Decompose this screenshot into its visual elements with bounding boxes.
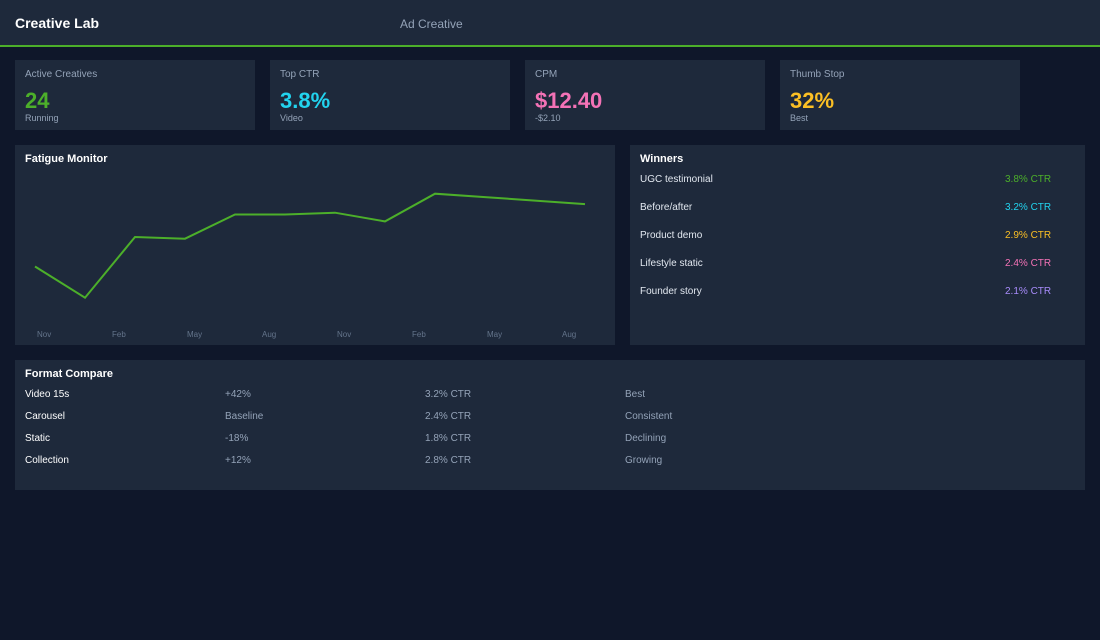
winner-name: Before/after	[640, 202, 693, 213]
kpi-card-active-creatives: Active Creatives 24 Running	[15, 60, 255, 130]
kpi-card-cpm: CPM $12.40 -$2.10	[525, 60, 765, 130]
format-name: Static	[25, 433, 51, 444]
panel-title: Fatigue Monitor	[25, 153, 108, 165]
format-lift: +12%	[225, 455, 251, 466]
format-status: Growing	[625, 455, 663, 466]
winner-ctr: 2.9% CTR	[1005, 230, 1052, 241]
kpi-value: 24	[25, 88, 50, 113]
x-tick-label: Nov	[337, 330, 351, 339]
winner-ctr: 3.8% CTR	[1005, 174, 1052, 185]
kpi-value: $12.40	[535, 88, 603, 113]
format-name: Video 15s	[25, 389, 70, 400]
winner-row[interactable]: Before/after 3.2% CTR	[640, 202, 1075, 216]
fatigue-monitor-panel: Nov Feb May Aug Nov Feb May Aug Fatigue Monitor	[15, 145, 615, 345]
app-title: Creative Lab	[15, 15, 100, 31]
format-ctr: 2.8% CTR	[425, 455, 472, 466]
winner-row[interactable]: Founder story 2.1% CTR	[640, 286, 1075, 300]
x-tick-label: May	[187, 330, 202, 339]
format-name: Collection	[25, 455, 69, 466]
winner-row[interactable]: UGC testimonial 3.8% CTR	[640, 174, 1075, 188]
kpi-sub: -$2.10	[535, 113, 561, 123]
kpi-sub: Video	[280, 113, 303, 123]
kpi-sub: Running	[25, 113, 59, 123]
panel-title: Format Compare	[25, 368, 114, 380]
table-row[interactable]: Video 15s +42% 3.2% CTR Best	[25, 389, 1075, 403]
format-ctr: 1.8% CTR	[425, 433, 472, 444]
format-name: Carousel	[25, 411, 66, 422]
top-bar: Creative Lab Ad Creative	[0, 0, 1100, 47]
x-tick-label: Nov	[37, 330, 51, 339]
fatigue-series-line	[34, 192, 586, 300]
format-lift: +42%	[225, 389, 251, 400]
winner-name: Lifestyle static	[640, 258, 703, 269]
format-lift: Baseline	[225, 411, 264, 422]
winner-name: Product demo	[640, 230, 703, 241]
kpi-card-thumb-stop: Thumb Stop 32% Best	[780, 60, 1020, 130]
x-tick-label: Aug	[262, 330, 276, 339]
winners-panel: Winners UGC testimonial 3.8% CTR Before/…	[630, 145, 1085, 345]
kpi-value: 32%	[790, 88, 835, 113]
table-row[interactable]: Collection +12% 2.8% CTR Growing	[25, 455, 1075, 469]
format-status: Declining	[625, 433, 667, 444]
table-row[interactable]: Static -18% 1.8% CTR Declining	[25, 433, 1075, 447]
x-tick-label: Aug	[562, 330, 576, 339]
kpi-label: Thumb Stop	[790, 69, 845, 80]
winner-row[interactable]: Lifestyle static 2.4% CTR	[640, 258, 1075, 272]
format-ctr: 3.2% CTR	[425, 389, 472, 400]
fatigue-chart: Nov Feb May Aug Nov Feb May Aug	[34, 192, 586, 339]
winner-ctr: 2.1% CTR	[1005, 286, 1052, 297]
tab-ad-creative[interactable]: Ad Creative	[400, 17, 463, 31]
format-lift: -18%	[225, 433, 249, 444]
format-compare-panel: Format Compare Video 15s +42% 3.2% CTR B…	[15, 360, 1085, 490]
winner-ctr: 3.2% CTR	[1005, 202, 1052, 213]
panel-title: Winners	[640, 153, 684, 165]
x-tick-label: Feb	[412, 330, 426, 339]
x-tick-label: May	[487, 330, 502, 339]
format-ctr: 2.4% CTR	[425, 411, 472, 422]
kpi-sub: Best	[790, 113, 809, 123]
winner-row[interactable]: Product demo 2.9% CTR	[640, 230, 1075, 244]
winner-name: Founder story	[640, 286, 702, 297]
format-status: Best	[625, 389, 646, 400]
winner-name: UGC testimonial	[640, 174, 713, 185]
winner-ctr: 2.4% CTR	[1005, 258, 1052, 269]
kpi-value: 3.8%	[280, 88, 331, 113]
x-tick-label: Feb	[112, 330, 126, 339]
table-row[interactable]: Carousel Baseline 2.4% CTR Consistent	[25, 411, 1075, 425]
kpi-label: Active Creatives	[25, 69, 98, 80]
kpi-label: Top CTR	[280, 69, 320, 80]
kpi-card-top-ctr: Top CTR 3.8% Video	[270, 60, 510, 130]
kpi-label: CPM	[535, 69, 558, 80]
format-status: Consistent	[625, 411, 673, 422]
